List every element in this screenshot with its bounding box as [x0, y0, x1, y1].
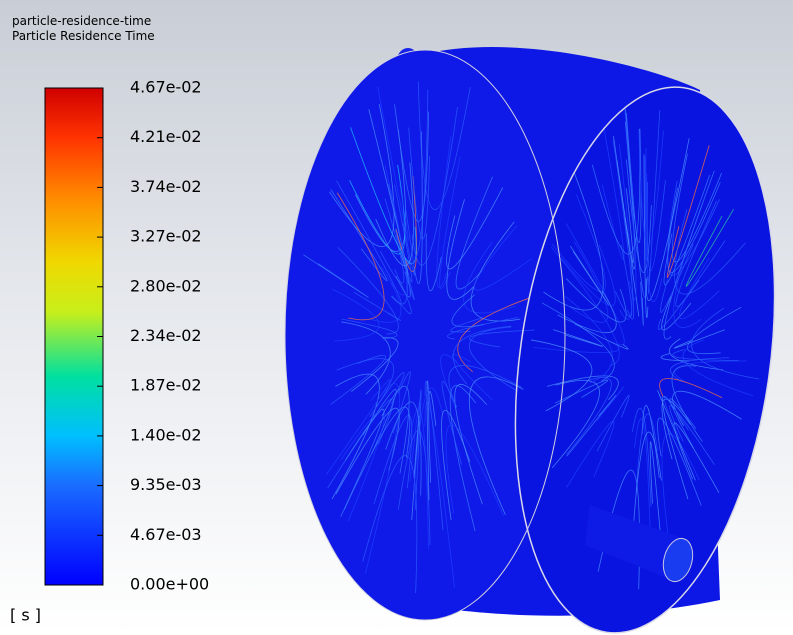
tick-label: 2.80e-02	[130, 276, 202, 295]
tick-label: 4.67e-02	[130, 78, 202, 97]
tick-label: 0.00e+00	[130, 575, 209, 594]
colorbar	[45, 88, 103, 585]
tick-label: 4.21e-02	[130, 127, 202, 146]
tick-label: 1.87e-02	[130, 376, 202, 395]
viewport: particle-residence-time Particle Residen…	[0, 0, 793, 635]
variable-name: particle-residence-time	[12, 14, 151, 28]
legend-title: Particle Residence Time	[12, 29, 155, 43]
tick-label: 1.40e-02	[130, 425, 202, 444]
unit-label: [ s ]	[10, 606, 41, 625]
tick-label: 4.67e-03	[130, 525, 202, 544]
tick-label: 3.74e-02	[130, 177, 202, 196]
tick-label: 3.27e-02	[130, 227, 202, 246]
tick-label: 9.35e-03	[130, 475, 202, 494]
scene: particle-residence-time Particle Residen…	[0, 0, 793, 635]
geometry	[285, 47, 793, 635]
tick-label: 2.34e-02	[130, 326, 202, 345]
